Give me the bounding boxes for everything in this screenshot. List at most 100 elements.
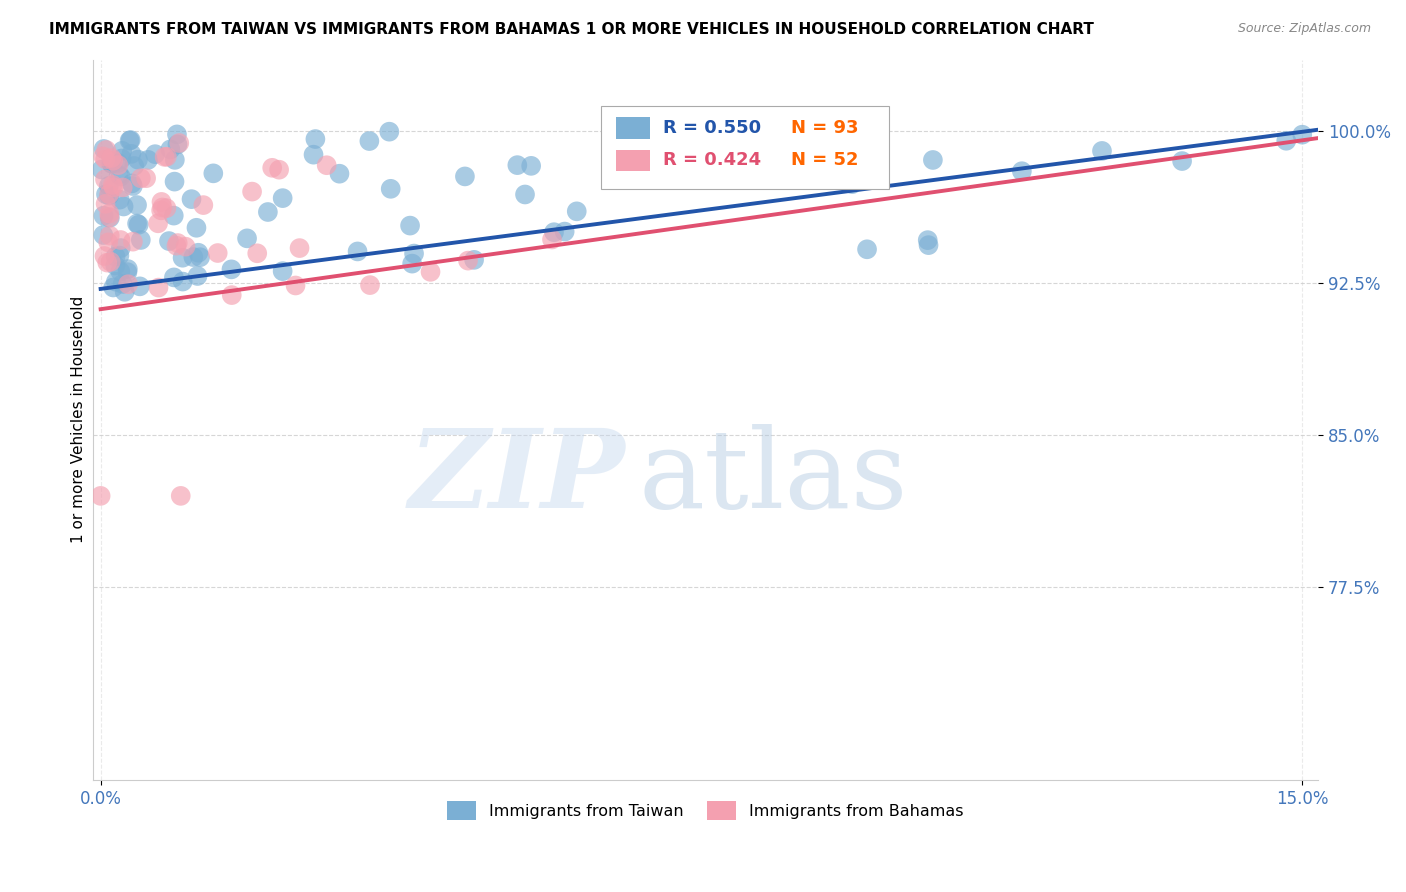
Point — [100, 151, 122, 165]
Point — [98, 187, 121, 202]
Point — [457, 253, 479, 268]
Point — [97, 235, 120, 250]
Point — [98, 210, 121, 224]
Point — [257, 205, 280, 219]
Point — [107, 168, 129, 182]
Point — [506, 158, 529, 172]
Point — [104, 250, 127, 264]
Text: IMMIGRANTS FROM TAIWAN VS IMMIGRANTS FROM BAHAMAS 1 OR MORE VEHICLES IN HOUSEHOL: IMMIGRANTS FROM TAIWAN VS IMMIGRANTS FRO… — [49, 22, 1094, 37]
Point — [94, 172, 117, 186]
Point — [163, 153, 186, 167]
Text: atlas: atlas — [638, 424, 908, 531]
Point — [111, 277, 134, 291]
Point — [543, 225, 565, 239]
Point — [271, 264, 294, 278]
Text: R = 0.550: R = 0.550 — [662, 119, 761, 137]
Point — [1091, 144, 1114, 158]
Point — [153, 150, 176, 164]
Point — [163, 209, 186, 223]
Point — [402, 246, 425, 260]
Point — [401, 257, 423, 271]
Point — [108, 193, 131, 207]
Point — [917, 233, 939, 247]
Point — [513, 187, 536, 202]
Point — [328, 167, 350, 181]
Point — [117, 262, 139, 277]
Point — [107, 158, 129, 172]
Point — [221, 288, 243, 302]
Point — [98, 188, 121, 202]
Point — [117, 277, 139, 292]
Point — [96, 255, 118, 269]
Point — [150, 203, 173, 218]
Point — [93, 209, 115, 223]
Point — [315, 158, 337, 172]
Point — [97, 178, 120, 193]
Point — [163, 175, 186, 189]
Text: ZIP: ZIP — [409, 424, 626, 531]
Point — [110, 152, 132, 166]
Point — [122, 235, 145, 249]
Point — [183, 250, 205, 264]
Point — [128, 218, 150, 232]
Point — [565, 204, 588, 219]
Point — [166, 235, 188, 250]
Point — [454, 169, 477, 184]
Point — [111, 180, 134, 194]
Point — [129, 233, 152, 247]
FancyBboxPatch shape — [616, 150, 651, 171]
Point — [121, 179, 143, 194]
Point — [98, 206, 121, 220]
Point — [125, 217, 148, 231]
Point — [170, 489, 193, 503]
Point — [302, 147, 325, 161]
Point — [236, 231, 259, 245]
Point — [91, 149, 114, 163]
Point — [1291, 128, 1313, 142]
Point — [91, 227, 114, 242]
Point — [127, 153, 149, 167]
Point — [359, 278, 381, 293]
Point — [378, 125, 401, 139]
Point — [856, 242, 879, 256]
Text: N = 93: N = 93 — [792, 119, 859, 137]
Point — [155, 201, 177, 215]
Point — [156, 150, 179, 164]
Point — [90, 489, 112, 503]
Point — [399, 219, 422, 233]
Point — [288, 241, 311, 255]
Point — [166, 128, 188, 142]
Point — [104, 259, 127, 273]
Point — [103, 280, 125, 294]
Point — [129, 171, 152, 186]
Point — [125, 198, 148, 212]
Point — [541, 232, 564, 246]
Point — [1275, 134, 1298, 148]
Legend: Immigrants from Taiwan, Immigrants from Bahamas: Immigrants from Taiwan, Immigrants from … — [441, 795, 970, 826]
Point — [103, 180, 125, 194]
Point — [359, 134, 381, 148]
Text: R = 0.424: R = 0.424 — [662, 152, 761, 169]
Point — [121, 177, 143, 191]
Point — [98, 211, 121, 225]
Point — [96, 143, 118, 157]
Point — [188, 250, 211, 264]
Point — [1011, 164, 1033, 178]
Point — [186, 268, 208, 283]
Point — [108, 248, 131, 262]
Point — [463, 252, 485, 267]
Point — [93, 249, 115, 263]
Point — [304, 132, 326, 146]
Point — [107, 156, 129, 170]
Point — [207, 246, 229, 260]
Point — [93, 142, 115, 156]
Point — [101, 153, 124, 168]
Point — [112, 199, 135, 213]
Point — [1171, 154, 1194, 169]
Point — [101, 178, 124, 192]
Point — [104, 275, 127, 289]
Point — [180, 192, 202, 206]
Point — [271, 191, 294, 205]
Point — [202, 166, 225, 180]
Point — [187, 245, 209, 260]
